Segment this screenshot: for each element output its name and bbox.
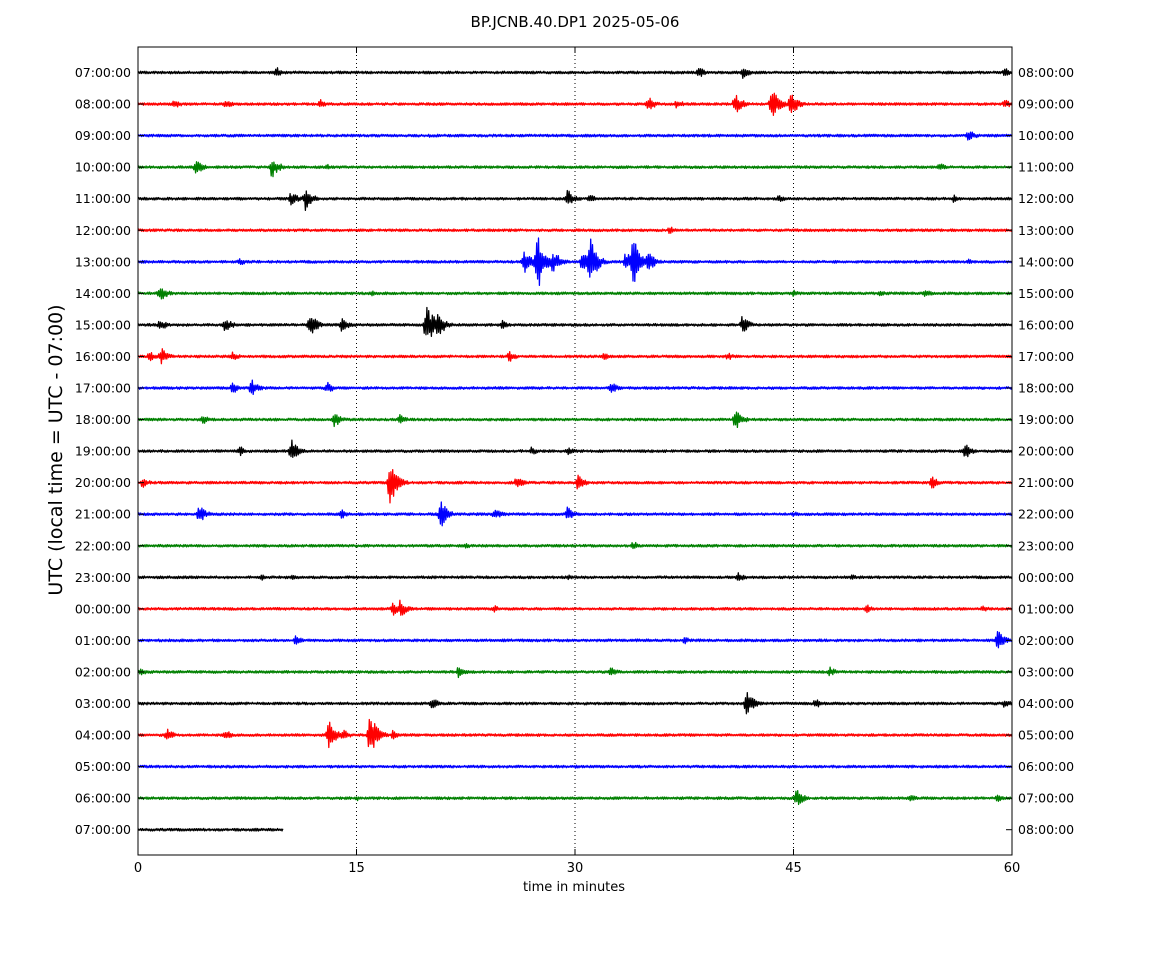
seismic-trace (137, 469, 1013, 504)
y-tick-label-right: 15:00:00 (1018, 286, 1074, 301)
seismic-trace (137, 288, 1013, 300)
y-tick-label-right: 08:00:00 (1018, 65, 1074, 80)
y-tick-label-left: 20:00:00 (75, 475, 131, 490)
y-tick-label-right: 20:00:00 (1018, 444, 1074, 459)
x-tick-label: 15 (348, 861, 365, 876)
y-tick-label-right: 22:00:00 (1018, 507, 1074, 522)
y-tick-label-right: 05:00:00 (1018, 728, 1074, 743)
seismic-trace (137, 237, 1013, 287)
y-tick-label-left: 03:00:00 (75, 696, 131, 711)
y-tick-label-left: 23:00:00 (75, 570, 131, 585)
y-tick-label-right: 10:00:00 (1018, 128, 1074, 143)
y-tick-label-left: 12:00:00 (75, 223, 131, 238)
y-tick-label-right: 17:00:00 (1018, 349, 1074, 364)
chart-title: BP.JCNB.40.DP1 2025-05-06 (471, 13, 680, 31)
y-tick-label-right: 21:00:00 (1018, 475, 1074, 490)
y-axis-label: UTC (local time = UTC - 07:00) (45, 304, 67, 595)
y-tick-label-left: 04:00:00 (75, 728, 131, 743)
x-tick-label: 60 (1004, 861, 1021, 876)
y-tick-label-left: 07:00:00 (75, 822, 131, 837)
seismic-trace (137, 131, 1013, 141)
y-tick-label-left: 22:00:00 (75, 538, 131, 553)
y-tick-label-right: 18:00:00 (1018, 381, 1074, 396)
y-tick-label-left: 21:00:00 (75, 507, 131, 522)
y-tick-label-right: 09:00:00 (1018, 97, 1074, 112)
seismic-trace (137, 691, 1013, 715)
seismic-trace (137, 306, 1013, 337)
y-tick-label-right: 08:00:00 (1018, 822, 1074, 837)
y-tick-label-left: 15:00:00 (75, 317, 131, 332)
y-tick-label-right: 04:00:00 (1018, 696, 1074, 711)
y-tick-label-left: 13:00:00 (75, 254, 131, 269)
y-tick-label-left: 16:00:00 (75, 349, 131, 364)
seismic-trace (137, 631, 1013, 649)
y-tick-label-right: 06:00:00 (1018, 759, 1074, 774)
y-tick-label-right: 02:00:00 (1018, 633, 1074, 648)
seismic-trace (137, 827, 284, 832)
seismic-trace (137, 67, 1013, 79)
y-tick-label-left: 18:00:00 (75, 412, 131, 427)
seismic-trace (137, 790, 1013, 806)
y-tick-label-right: 13:00:00 (1018, 223, 1074, 238)
seismic-trace (137, 348, 1013, 365)
seismic-trace (137, 161, 1013, 178)
y-tick-label-right: 12:00:00 (1018, 191, 1074, 206)
seismic-trace (137, 226, 1013, 235)
y-tick-label-left: 11:00:00 (75, 191, 131, 206)
x-tick-label: 30 (567, 861, 584, 876)
y-tick-label-left: 02:00:00 (75, 664, 131, 679)
seismic-trace (137, 92, 1013, 117)
y-tick-label-left: 19:00:00 (75, 444, 131, 459)
y-tick-label-right: 01:00:00 (1018, 601, 1074, 616)
y-tick-label-right: 14:00:00 (1018, 254, 1074, 269)
y-tick-label-left: 05:00:00 (75, 759, 131, 774)
y-tick-label-left: 06:00:00 (75, 791, 131, 806)
seismic-trace (137, 501, 1013, 527)
y-tick-label-left: 14:00:00 (75, 286, 131, 301)
seismic-trace (137, 666, 1013, 679)
seismic-trace (137, 764, 1013, 769)
x-tick-label: 0 (134, 861, 142, 876)
seismic-trace (137, 189, 1013, 211)
y-tick-label-left: 10:00:00 (75, 160, 131, 175)
seismic-trace (137, 439, 1013, 458)
y-tick-label-right: 07:00:00 (1018, 791, 1074, 806)
y-tick-label-left: 09:00:00 (75, 128, 131, 143)
y-tick-label-right: 00:00:00 (1018, 570, 1074, 585)
y-tick-label-right: 03:00:00 (1018, 664, 1074, 679)
seismic-trace (137, 411, 1013, 429)
y-tick-label-left: 01:00:00 (75, 633, 131, 648)
seismic-trace (137, 541, 1013, 550)
y-tick-label-right: 23:00:00 (1018, 538, 1074, 553)
seismic-trace (137, 379, 1013, 396)
x-axis-label: time in minutes (523, 880, 625, 895)
y-tick-label-left: 08:00:00 (75, 97, 131, 112)
y-tick-label-right: 19:00:00 (1018, 412, 1074, 427)
seismic-trace (137, 718, 1013, 749)
x-tick-label: 45 (785, 861, 802, 876)
y-tick-label-right: 16:00:00 (1018, 317, 1074, 332)
plot-frame (137, 46, 1013, 856)
seismic-trace (137, 572, 1013, 581)
y-tick-label-left: 00:00:00 (75, 601, 131, 616)
y-tick-label-left: 17:00:00 (75, 381, 131, 396)
seismic-trace (137, 599, 1013, 616)
y-tick-label-right: 11:00:00 (1018, 160, 1074, 175)
y-tick-label-left: 07:00:00 (75, 65, 131, 80)
